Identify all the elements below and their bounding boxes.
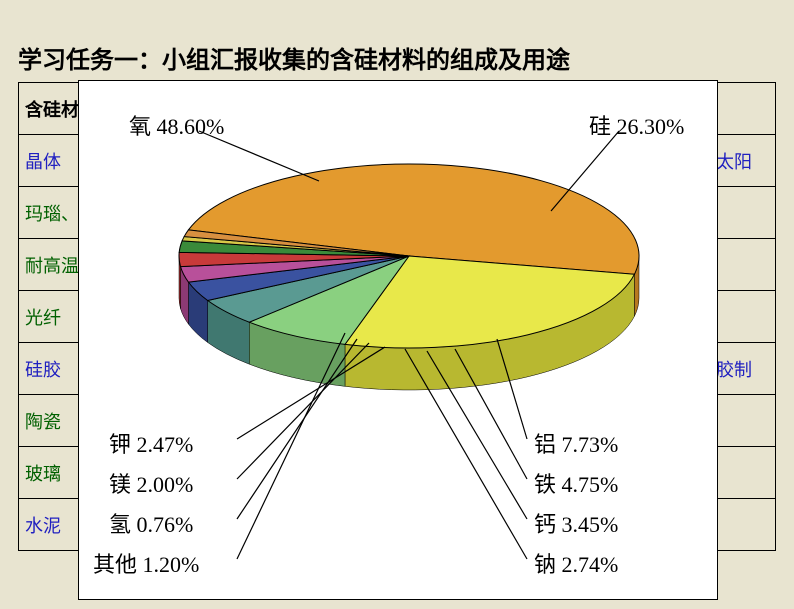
chart-label: 铁 4.75%	[534, 467, 618, 499]
chart-label: 镁 2.00%	[109, 467, 193, 499]
page-title: 学习任务一：小组汇报收集的含硅材料的组成及用途	[18, 40, 570, 75]
chart-label: 氧 48.60%	[129, 109, 224, 141]
chart-label: 钙 3.45%	[534, 507, 618, 539]
pie-chart: 氧 48.60% 硅 26.30% 铝 7.73% 铁 4.75% 钙 3.45% 钠 2…	[78, 80, 718, 600]
chart-label: 氢 0.76%	[109, 507, 193, 539]
chart-label: 其他 1.20%	[93, 547, 199, 579]
chart-label: 硅 26.30%	[589, 109, 684, 141]
chart-label: 钾 2.47%	[109, 427, 193, 459]
chart-label: 钠 2.74%	[534, 547, 618, 579]
chart-label: 铝 7.73%	[534, 427, 618, 459]
